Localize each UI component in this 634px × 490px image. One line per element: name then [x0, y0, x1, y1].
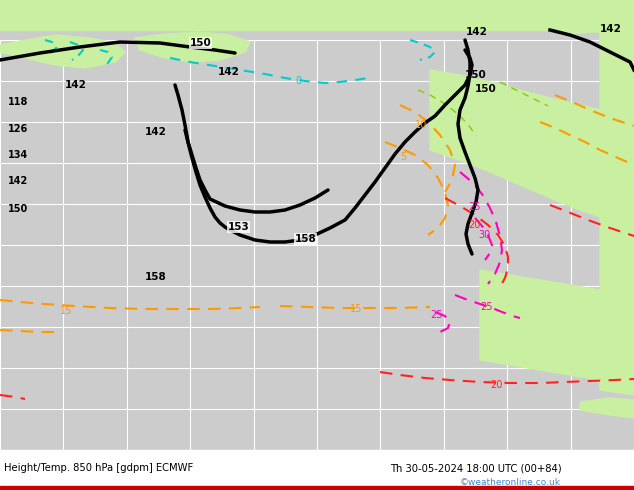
Text: ©weatheronline.co.uk: ©weatheronline.co.uk — [460, 477, 561, 487]
Polygon shape — [135, 32, 250, 62]
Text: 158: 158 — [295, 234, 317, 244]
Text: 30: 30 — [478, 230, 490, 240]
Text: 118: 118 — [8, 97, 29, 107]
Polygon shape — [0, 35, 125, 68]
Text: 0: 0 — [295, 76, 301, 86]
Text: 150: 150 — [8, 204, 29, 214]
Text: 25: 25 — [468, 202, 481, 212]
Text: Height/Temp. 850 hPa [gdpm] ECMWF: Height/Temp. 850 hPa [gdpm] ECMWF — [4, 463, 193, 473]
Text: 150: 150 — [190, 38, 212, 48]
Text: 5: 5 — [400, 152, 406, 162]
Polygon shape — [0, 450, 634, 490]
Text: 20: 20 — [468, 220, 481, 230]
Polygon shape — [480, 270, 634, 385]
Polygon shape — [560, 0, 634, 35]
Text: 20: 20 — [490, 380, 502, 390]
Text: 142: 142 — [600, 24, 622, 34]
Text: 25: 25 — [430, 310, 443, 320]
Text: 15: 15 — [350, 304, 363, 314]
Text: 150: 150 — [465, 70, 487, 80]
Text: 150: 150 — [475, 84, 497, 94]
Text: 10: 10 — [415, 120, 427, 130]
Text: 158: 158 — [145, 272, 167, 282]
Text: 134: 134 — [8, 150, 29, 160]
Polygon shape — [0, 0, 634, 30]
Text: 153: 153 — [228, 222, 250, 232]
Text: 142: 142 — [65, 80, 87, 90]
Text: 142: 142 — [466, 27, 488, 37]
Text: 142: 142 — [8, 176, 29, 186]
Text: 15: 15 — [60, 306, 72, 316]
Polygon shape — [580, 398, 634, 418]
Text: 142: 142 — [218, 67, 240, 77]
Text: 25: 25 — [480, 302, 493, 312]
Polygon shape — [600, 0, 634, 395]
Polygon shape — [0, 0, 634, 450]
Text: 142: 142 — [145, 127, 167, 137]
Polygon shape — [0, 486, 634, 490]
Polygon shape — [430, 70, 634, 230]
Text: Th 30-05-2024 18:00 UTC (00+84): Th 30-05-2024 18:00 UTC (00+84) — [390, 463, 562, 473]
Text: 126: 126 — [8, 124, 29, 134]
